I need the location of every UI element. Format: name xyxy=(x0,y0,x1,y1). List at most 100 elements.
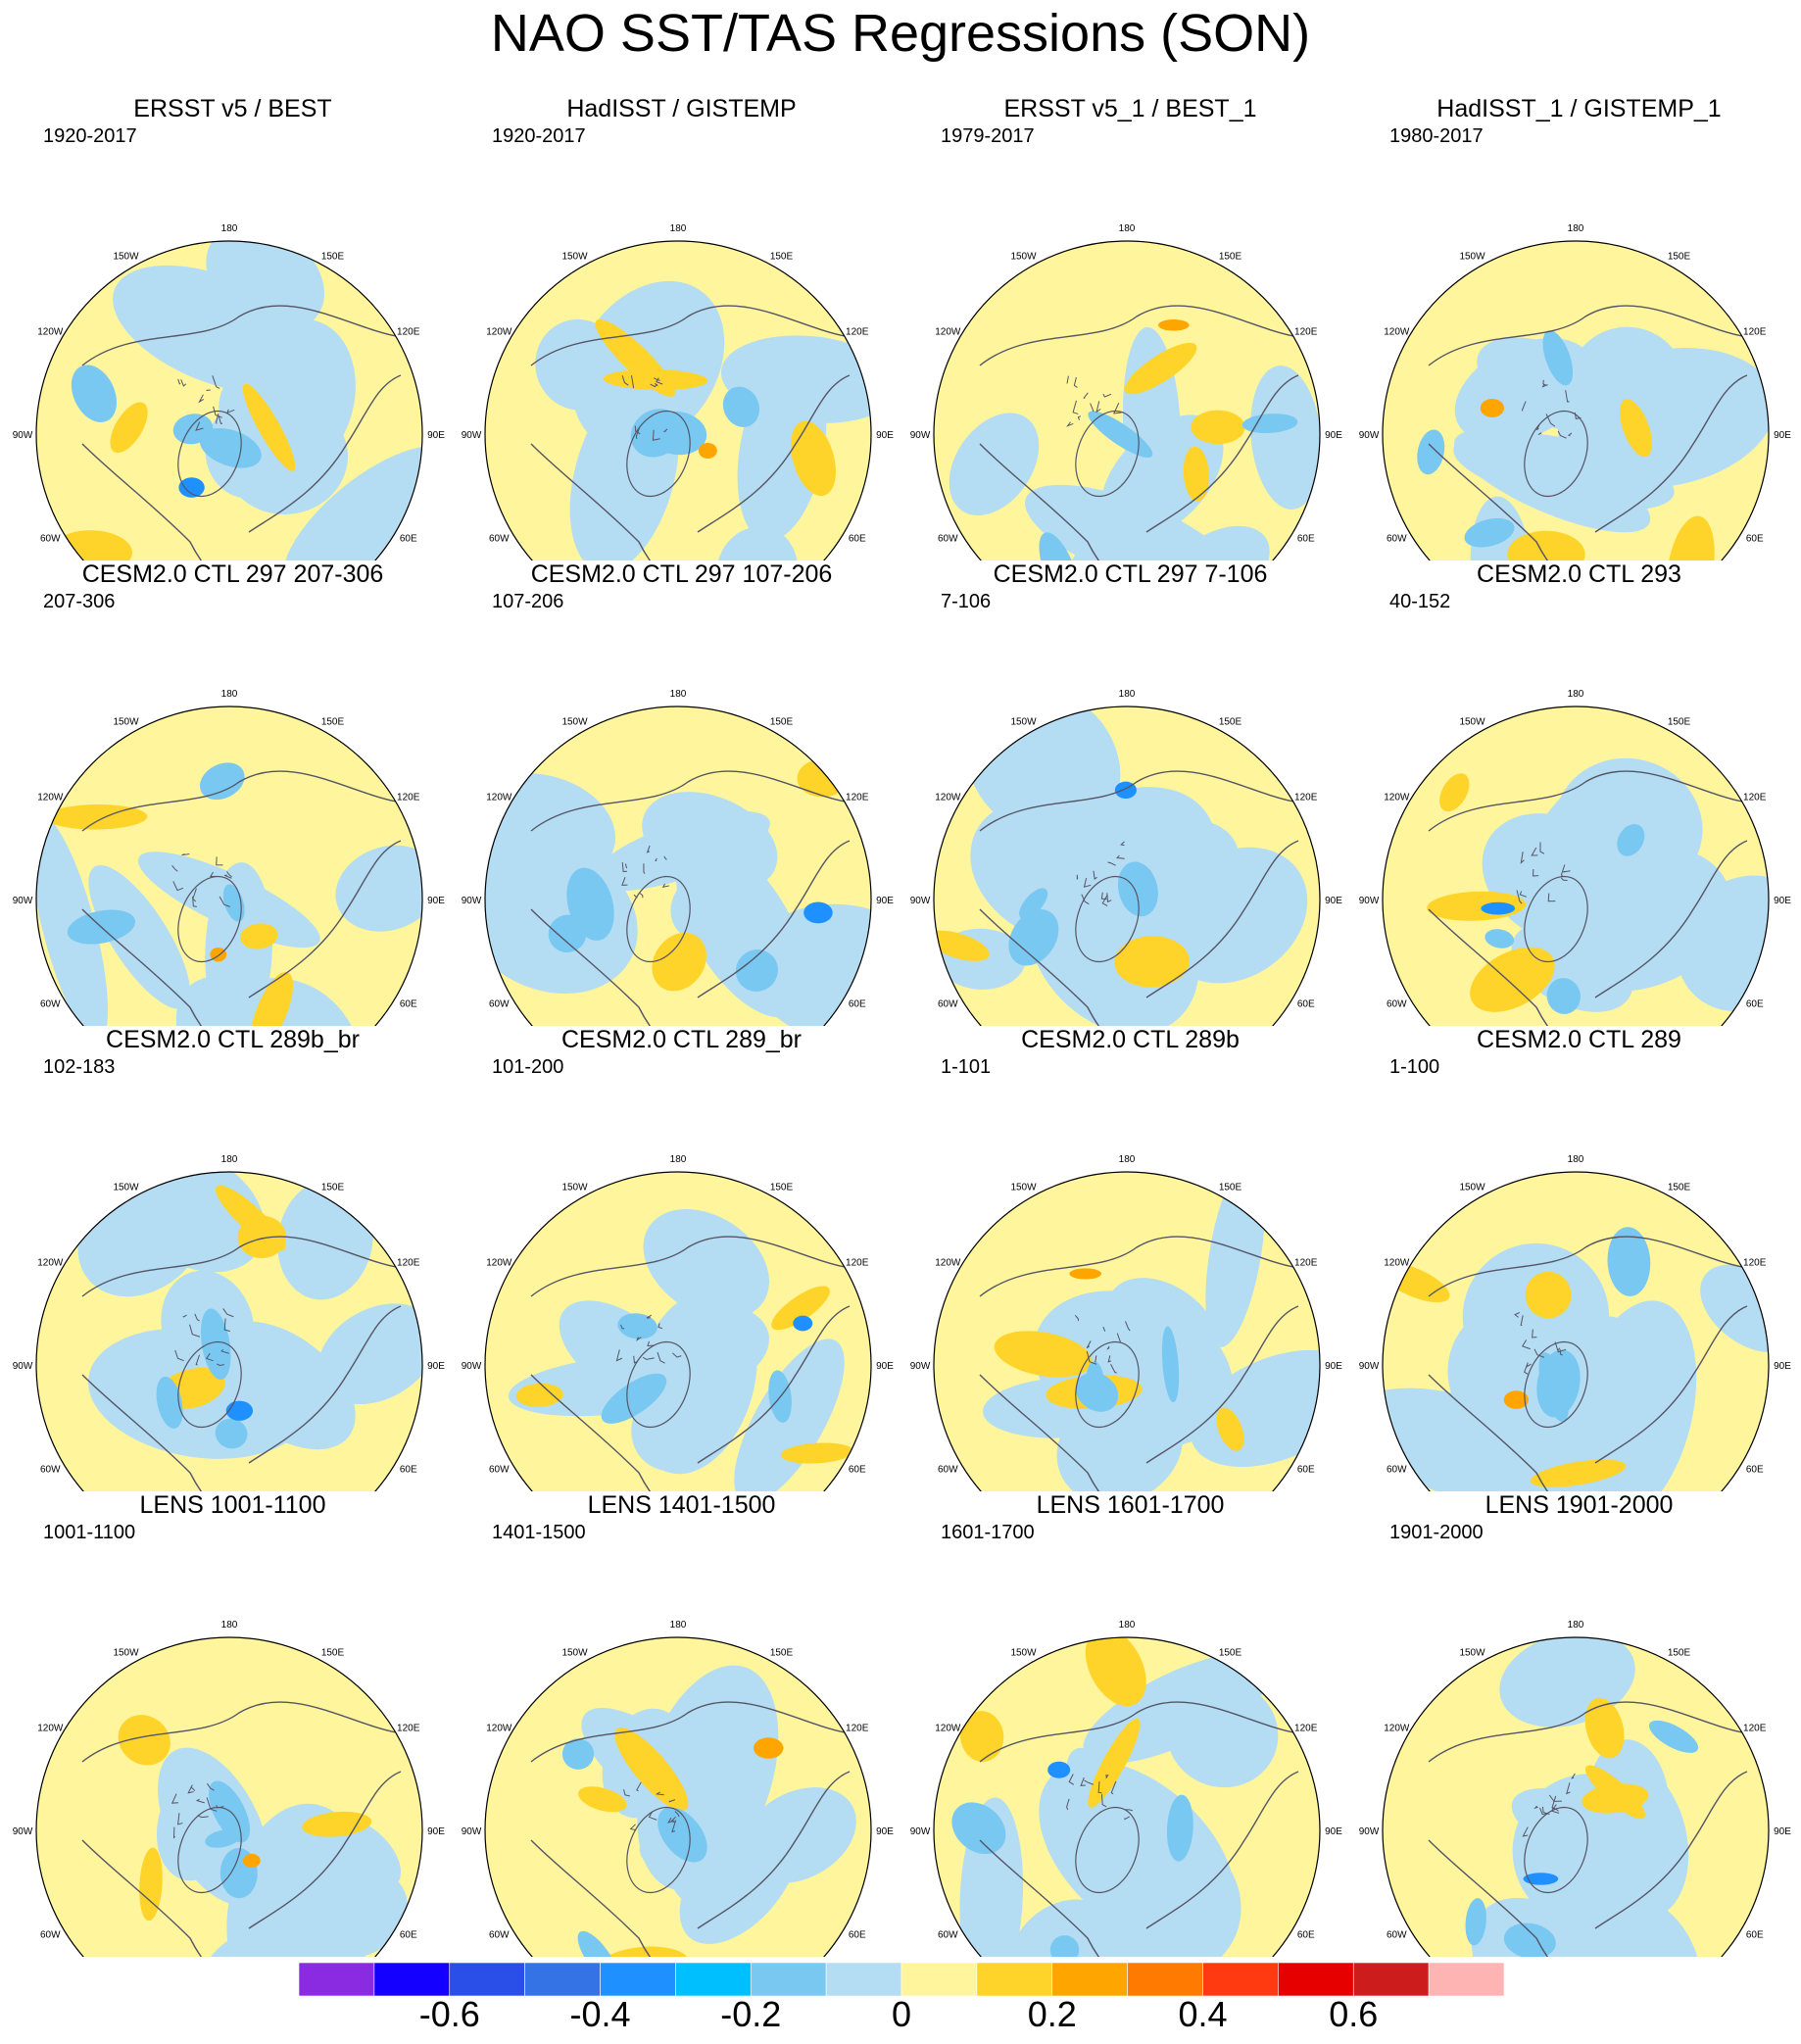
longitude-label: 90E xyxy=(876,896,894,906)
longitude-label: 150W xyxy=(561,1647,588,1658)
longitude-label: 150E xyxy=(770,1182,794,1192)
main-title: NAO SST/TAS Regressions (SON) xyxy=(490,4,1311,63)
panel-period: 1920-2017 xyxy=(43,125,137,147)
longitude-label: 90E xyxy=(427,430,445,441)
longitude-label: 90E xyxy=(427,896,445,906)
map-panel: 180150E120E90E60E30E030W60W90W120W150WLE… xyxy=(8,1490,458,1957)
panel-period: 40-152 xyxy=(1389,591,1451,612)
longitude-label: 120E xyxy=(397,327,420,338)
panel-title: LENS 1901-2000 xyxy=(1485,1491,1674,1519)
colorbar-tick-label: 0.6 xyxy=(1329,1994,1379,2034)
longitude-label: 60E xyxy=(1746,1930,1764,1941)
longitude-label: 150W xyxy=(561,1182,588,1192)
colorbar-swatch xyxy=(825,1963,902,1996)
panel-title: CESM2.0 CTL 289b_br xyxy=(106,1026,360,1053)
longitude-label: 120E xyxy=(1743,1724,1767,1734)
map-panel: 180150E120E90E60E30E030W60W90W120W150WHa… xyxy=(457,94,906,560)
longitude-label: 150W xyxy=(1459,716,1485,727)
longitude-label: 150E xyxy=(321,251,345,262)
longitude-label: 90W xyxy=(1359,896,1380,906)
longitude-label: 180 xyxy=(670,689,687,700)
longitude-label: 90W xyxy=(910,896,931,906)
longitude-label: 60E xyxy=(849,999,866,1010)
longitude-label: 90E xyxy=(1325,896,1342,906)
panel-period: 1979-2017 xyxy=(941,125,1035,147)
longitude-label: 90W xyxy=(13,1826,33,1837)
longitude-label: 150W xyxy=(113,1647,139,1658)
colorbar-swatch xyxy=(1352,1963,1430,1996)
longitude-label: 150E xyxy=(1219,716,1242,727)
longitude-label: 60W xyxy=(489,999,510,1010)
panel-title: CESM2.0 CTL 297 107-206 xyxy=(530,560,833,588)
panel-period: 1-100 xyxy=(1389,1056,1440,1078)
colorbar-tick-label: -0.6 xyxy=(418,1994,480,2034)
panel-title: CESM2.0 CTL 289 xyxy=(1477,1026,1681,1053)
longitude-label: 180 xyxy=(221,223,238,234)
longitude-label: 60E xyxy=(1297,1930,1315,1941)
panel-title: HadISST_1 / GISTEMP_1 xyxy=(1436,95,1722,122)
longitude-label: 60E xyxy=(849,534,866,545)
longitude-label: 120E xyxy=(1294,1258,1318,1269)
longitude-label: 90W xyxy=(13,1361,33,1372)
panel-period: 1401-1500 xyxy=(492,1522,586,1543)
longitude-label: 120E xyxy=(1294,327,1318,338)
longitude-label: 90W xyxy=(462,896,482,906)
panel-period: 107-206 xyxy=(492,591,564,612)
longitude-label: 120E xyxy=(397,1258,420,1269)
longitude-label: 60W xyxy=(40,534,61,545)
longitude-label: 150E xyxy=(770,716,794,727)
longitude-label: 180 xyxy=(670,223,687,234)
longitude-label: 90W xyxy=(13,896,33,906)
longitude-label: 90E xyxy=(1774,1826,1791,1837)
longitude-label: 120W xyxy=(1384,793,1410,803)
panel-title: HadISST / GISTEMP xyxy=(566,95,797,122)
map-panel: 180150E120E90E60E30E030W60W90W120W150WCE… xyxy=(8,1025,458,1491)
polar-map: 180150E120E90E60E30E030W60W90W120W150W xyxy=(1359,223,1791,560)
polar-map: 180150E120E90E60E30E030W60W90W120W150W xyxy=(13,1154,445,1491)
longitude-label: 180 xyxy=(1119,1154,1136,1165)
longitude-label: 150W xyxy=(113,1182,139,1192)
longitude-label: 120W xyxy=(935,1724,961,1734)
polar-map: 180150E120E90E60E30E030W60W90W120W150W xyxy=(1359,1154,1791,1491)
longitude-label: 60W xyxy=(40,1465,61,1476)
panel-title: ERSST v5_1 / BEST_1 xyxy=(1003,95,1257,122)
longitude-label: 90E xyxy=(1774,896,1791,906)
longitude-label: 120E xyxy=(397,793,420,803)
map-panel: 180150E120E90E60E30E030W60W90W120W150WLE… xyxy=(905,1490,1355,1957)
longitude-label: 60W xyxy=(1387,999,1407,1010)
longitude-label: 90E xyxy=(876,430,894,441)
polar-map: 180150E120E90E60E30E030W60W90W120W150W xyxy=(910,1620,1342,1957)
longitude-label: 150W xyxy=(1010,251,1037,262)
longitude-label: 60W xyxy=(489,1930,510,1941)
longitude-label: 120W xyxy=(935,1258,961,1269)
panel-title: LENS 1401-1500 xyxy=(587,1491,776,1519)
panel-period: 1901-2000 xyxy=(1389,1522,1484,1543)
polar-map: 180150E120E90E60E30E030W60W90W120W150W xyxy=(910,1154,1342,1491)
longitude-label: 120W xyxy=(935,327,961,338)
polar-map: 180150E120E90E60E30E030W60W90W120W150W xyxy=(13,1620,445,1957)
colorbar-swatch xyxy=(1127,1963,1203,1996)
longitude-label: 180 xyxy=(1119,689,1136,700)
longitude-label: 150W xyxy=(1459,1647,1485,1658)
panel-period: 207-306 xyxy=(43,591,116,612)
polar-map: 180150E120E90E60E30E030W60W90W120W150W xyxy=(462,689,894,1026)
polar-map: 180150E120E90E60E30E030W60W90W120W150W xyxy=(13,223,445,560)
longitude-label: 90W xyxy=(1359,430,1380,441)
longitude-label: 180 xyxy=(221,1154,238,1165)
colorbar-swatch xyxy=(900,1963,978,1996)
longitude-label: 150W xyxy=(1010,716,1037,727)
colorbar-swatch xyxy=(1278,1963,1354,1996)
longitude-label: 180 xyxy=(670,1154,687,1165)
longitude-label: 90W xyxy=(1359,1826,1380,1837)
longitude-label: 150E xyxy=(1668,716,1691,727)
longitude-label: 60E xyxy=(1297,999,1315,1010)
longitude-label: 60W xyxy=(1387,1930,1407,1941)
longitude-label: 180 xyxy=(1568,1620,1584,1630)
colorbar-tick-label: -0.2 xyxy=(720,1994,782,2034)
longitude-label: 120E xyxy=(1294,1724,1318,1734)
longitude-label: 120E xyxy=(1743,327,1767,338)
longitude-label: 150E xyxy=(1668,251,1691,262)
longitude-label: 90W xyxy=(13,430,33,441)
longitude-label: 120W xyxy=(486,1258,512,1269)
colorbar-tick-label: 0 xyxy=(891,1994,912,2034)
